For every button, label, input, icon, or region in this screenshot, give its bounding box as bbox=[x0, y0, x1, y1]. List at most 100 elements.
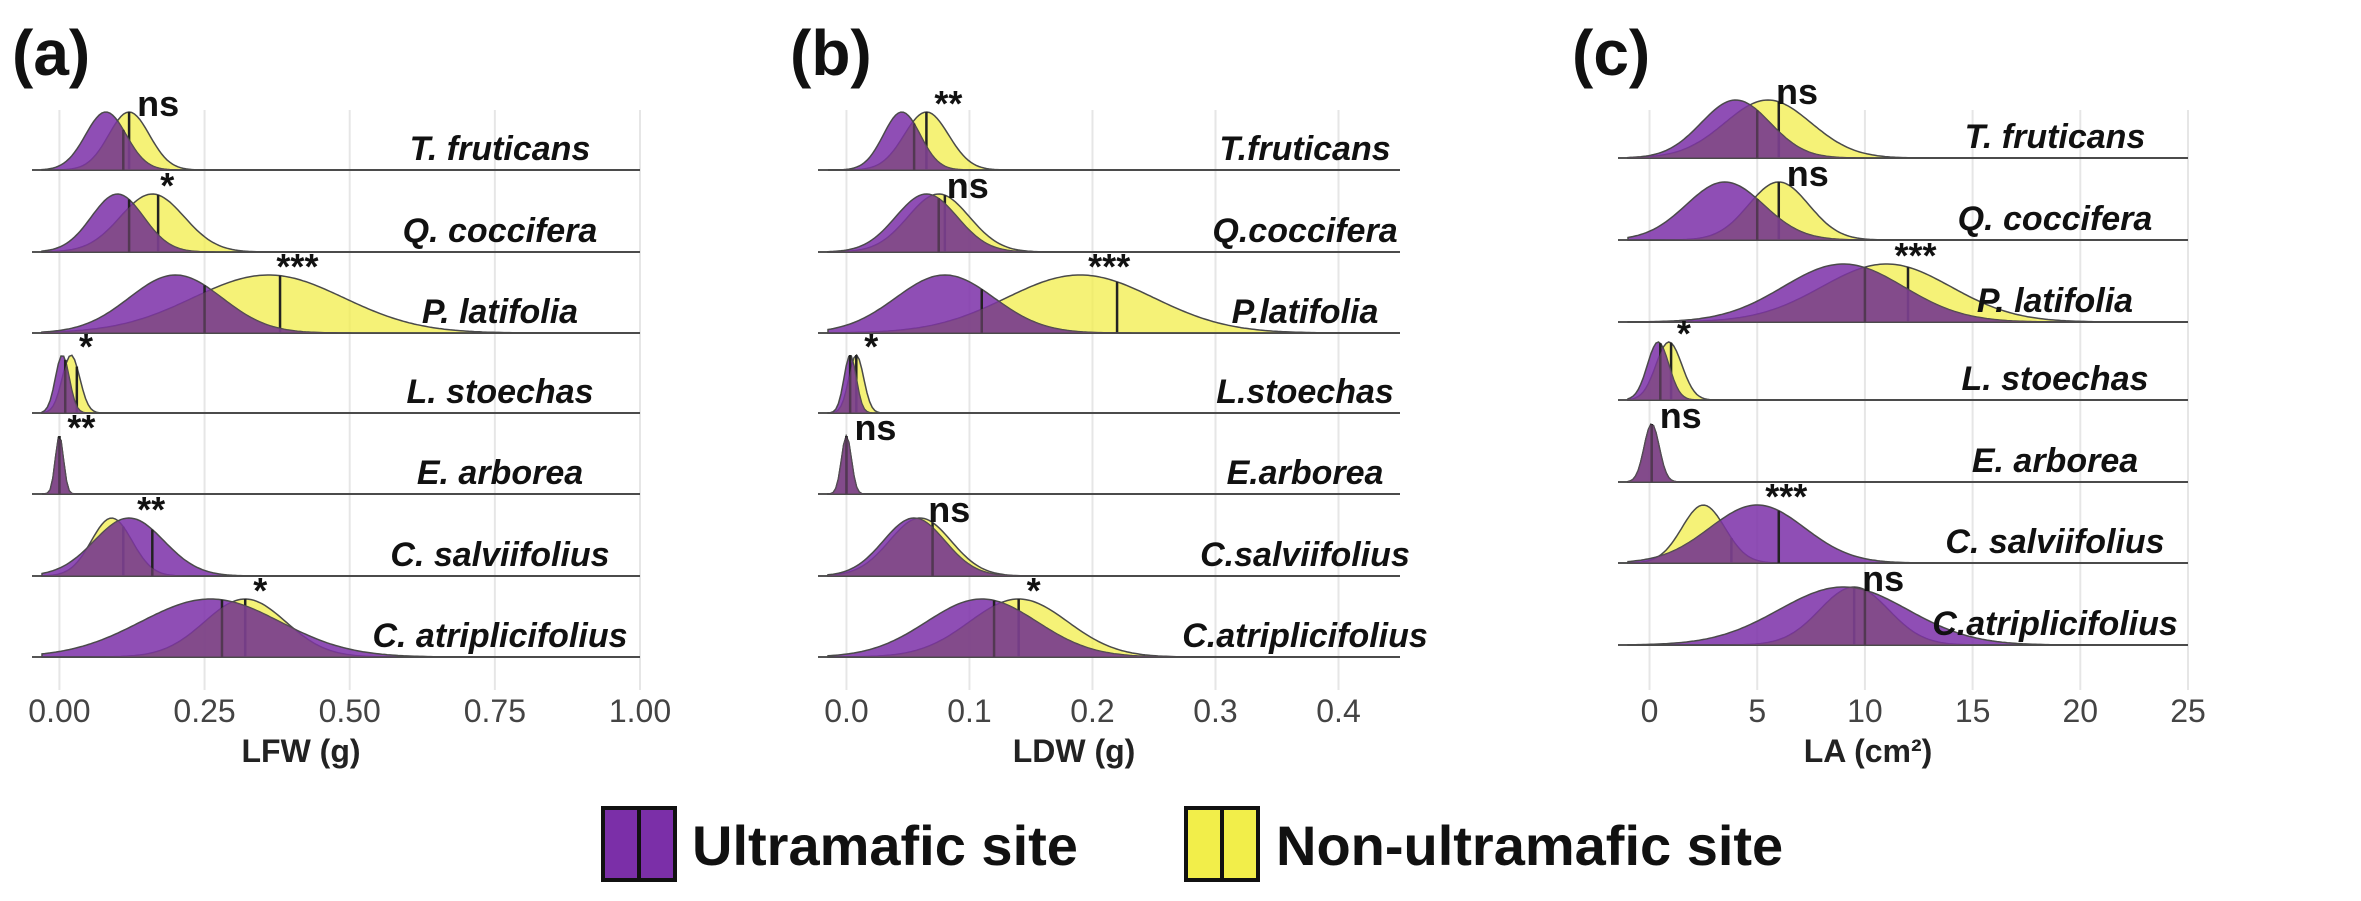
panel-1: ** T.fruticans ns Q.coccifera *** P.latifolia… bbox=[790, 17, 1428, 769]
legend-label-nonultramafic: Non-ultramafic site bbox=[1276, 814, 1783, 877]
ridge-row: * L. stoechas bbox=[1618, 313, 2188, 401]
panel-label: (a) bbox=[12, 17, 90, 89]
significance-label: ns bbox=[947, 165, 989, 206]
species-label: L.stoechas bbox=[1216, 373, 1394, 411]
ridge-row: ns Q.coccifera bbox=[818, 165, 1400, 253]
density-overlap bbox=[828, 195, 1400, 252]
significance-label: ** bbox=[67, 407, 95, 448]
species-label: T. fruticans bbox=[410, 130, 591, 168]
significance-label: ** bbox=[934, 83, 962, 124]
species-label: C. atriplicifolius bbox=[372, 617, 627, 655]
significance-label: ns bbox=[1776, 71, 1818, 112]
ridge-row: * C.atriplicifolius bbox=[818, 570, 1428, 658]
x-tick-label: 0.4 bbox=[1316, 693, 1360, 729]
significance-label: * bbox=[160, 165, 174, 206]
ridge-row: * L.stoechas bbox=[818, 326, 1400, 414]
species-label: P. latifolia bbox=[1977, 282, 2133, 320]
species-label: T.fruticans bbox=[1219, 130, 1390, 168]
density-overlap bbox=[42, 289, 640, 333]
density-overlap bbox=[1628, 267, 2188, 322]
x-axis-label: LA (cm²) bbox=[1804, 733, 1933, 769]
species-label: C. salviifolius bbox=[390, 536, 609, 574]
ridge-row: ns E. arborea bbox=[1618, 395, 2188, 483]
significance-label: ns bbox=[1862, 558, 1904, 599]
species-label: Q. coccifera bbox=[1958, 200, 2153, 238]
species-label: L. stoechas bbox=[406, 373, 593, 411]
x-tick-label: 10 bbox=[1847, 693, 1883, 729]
x-tick-label: 0.0 bbox=[824, 693, 868, 729]
species-label: C.salviifolius bbox=[1200, 536, 1410, 574]
species-label: Q.coccifera bbox=[1212, 212, 1397, 250]
significance-label: *** bbox=[276, 246, 318, 287]
density-overlap bbox=[42, 601, 640, 657]
x-tick-label: 15 bbox=[1955, 693, 1991, 729]
density-overlap bbox=[42, 520, 640, 576]
species-label: E. arborea bbox=[417, 454, 583, 492]
density-overlap bbox=[1628, 587, 2188, 645]
density-overlap bbox=[1628, 104, 2188, 158]
significance-label: *** bbox=[1088, 246, 1130, 287]
significance-label: * bbox=[1677, 313, 1691, 354]
x-tick-label: 25 bbox=[2170, 693, 2206, 729]
ridge-row: ** E. arborea bbox=[32, 407, 640, 495]
significance-label: ns bbox=[854, 407, 896, 448]
significance-label: ** bbox=[137, 489, 165, 530]
x-tick-label: 0.3 bbox=[1193, 693, 1237, 729]
significance-label: * bbox=[864, 326, 878, 367]
significance-label: ns bbox=[928, 489, 970, 530]
ridge-row: * Q. coccifera bbox=[32, 165, 640, 253]
significance-label: ns bbox=[1787, 153, 1829, 194]
x-tick-label: 0.2 bbox=[1070, 693, 1114, 729]
significance-label: *** bbox=[1765, 476, 1807, 517]
x-tick-label: 0.1 bbox=[947, 693, 991, 729]
x-tick-label: 20 bbox=[2063, 693, 2099, 729]
panel-label: (b) bbox=[790, 17, 872, 89]
x-tick-label: 0.50 bbox=[319, 693, 381, 729]
x-tick-label: 0.75 bbox=[464, 693, 526, 729]
panel-label: (c) bbox=[1572, 17, 1650, 89]
species-label: C.atriplicifolius bbox=[1932, 605, 2178, 643]
ridge-row: ** C. salviifolius bbox=[32, 489, 640, 577]
ridge-row: *** C. salviifolius bbox=[1618, 476, 2188, 564]
significance-label: ns bbox=[137, 83, 179, 124]
ridge-row: ns T. fruticans bbox=[1618, 71, 2188, 159]
species-label: E. arborea bbox=[1972, 442, 2138, 480]
species-label: C.atriplicifolius bbox=[1182, 617, 1428, 655]
ridge-row: ns T. fruticans bbox=[32, 83, 640, 171]
x-tick-label: 1.00 bbox=[609, 693, 671, 729]
legend: Ultramafic site Non-ultramafic site bbox=[601, 806, 1783, 882]
ridge-row: ns E.arborea bbox=[818, 407, 1400, 495]
ridge-row: ns C.atriplicifolius bbox=[1618, 558, 2188, 646]
ridge-row: *** P. latifolia bbox=[32, 246, 640, 334]
species-label: T. fruticans bbox=[1965, 118, 2146, 156]
x-tick-label: 5 bbox=[1748, 693, 1766, 729]
species-label: P.latifolia bbox=[1232, 293, 1379, 331]
legend-label-ultramafic: Ultramafic site bbox=[692, 814, 1078, 877]
species-label: Q. coccifera bbox=[403, 212, 598, 250]
density-overlap bbox=[828, 123, 1400, 170]
species-label: E.arborea bbox=[1227, 454, 1384, 492]
ridge-row: ** T.fruticans bbox=[818, 83, 1400, 171]
x-axis-label: LDW (g) bbox=[1013, 733, 1136, 769]
species-label: L. stoechas bbox=[1961, 360, 2148, 398]
density-overlap bbox=[828, 301, 1400, 333]
significance-label: *** bbox=[1894, 235, 1936, 276]
species-label: P. latifolia bbox=[422, 293, 578, 331]
ridge-row: * C. atriplicifolius bbox=[32, 570, 640, 658]
x-axis-label: LFW (g) bbox=[241, 733, 360, 769]
significance-label: * bbox=[253, 570, 267, 611]
density-overlap bbox=[42, 204, 640, 252]
ridge-row: ns Q. coccifera bbox=[1618, 153, 2188, 241]
density-overlap bbox=[1628, 197, 2188, 240]
significance-label: * bbox=[79, 326, 93, 367]
ridge-row: * L. stoechas bbox=[32, 326, 640, 414]
x-tick-label: 0.25 bbox=[173, 693, 235, 729]
density-overlap bbox=[828, 518, 1400, 576]
panel-2: ns T. fruticans ns Q. coccifera *** P. latifo… bbox=[1572, 17, 2206, 769]
x-tick-label: 0.00 bbox=[28, 693, 90, 729]
density-overlap bbox=[828, 602, 1400, 657]
ridge-row: ns C.salviifolius bbox=[818, 489, 1410, 577]
density-overlap bbox=[1628, 520, 2188, 563]
x-tick-label: 0 bbox=[1641, 693, 1659, 729]
